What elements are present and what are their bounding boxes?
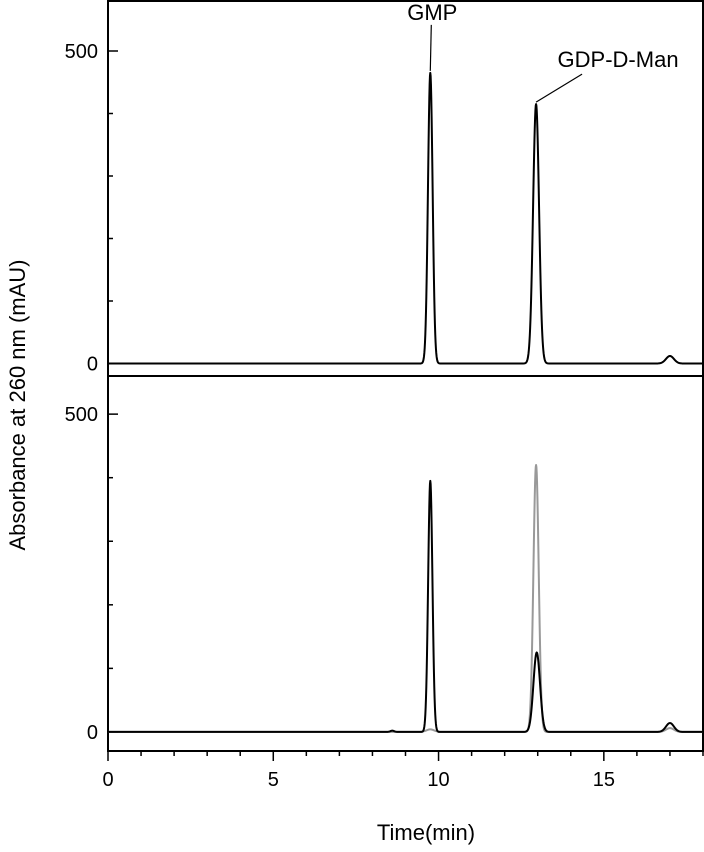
annotation-label-0: GMP	[407, 0, 457, 25]
x-tick-label-5: 5	[268, 769, 279, 791]
series-line-bottom-1	[107, 479, 704, 733]
series-line-top-0	[107, 71, 704, 365]
x-tick-label-15: 15	[593, 769, 615, 791]
panel-frame-bottom	[107, 375, 704, 752]
y-tick-label-top-0: 0	[87, 354, 98, 376]
axis-ticks	[107, 50, 704, 761]
series-line-bottom-0	[107, 463, 704, 733]
x-tick-label-10: 10	[427, 769, 449, 791]
peak-annotations: GMP GDP-D-Man	[407, 0, 679, 103]
y-tick-label-bottom-500: 500	[65, 404, 98, 426]
x-axis-title: Time(min)	[377, 820, 475, 845]
annotation-leader-0	[429, 24, 432, 71]
series-lines	[107, 71, 704, 733]
y-axis-title: Absorbance at 260 nm (mAU)	[5, 259, 30, 550]
y-tick-label-top-500: 500	[65, 41, 98, 63]
plot-frames	[107, 0, 704, 752]
annotation-label-1: GDP-D-Man	[558, 47, 679, 72]
x-tick-label-0: 0	[102, 769, 113, 791]
annotation-leader-1	[535, 73, 583, 103]
tick-labels: 0 500 0 500 0 5 10 15	[65, 41, 615, 791]
y-tick-label-bottom-0: 0	[87, 722, 98, 744]
